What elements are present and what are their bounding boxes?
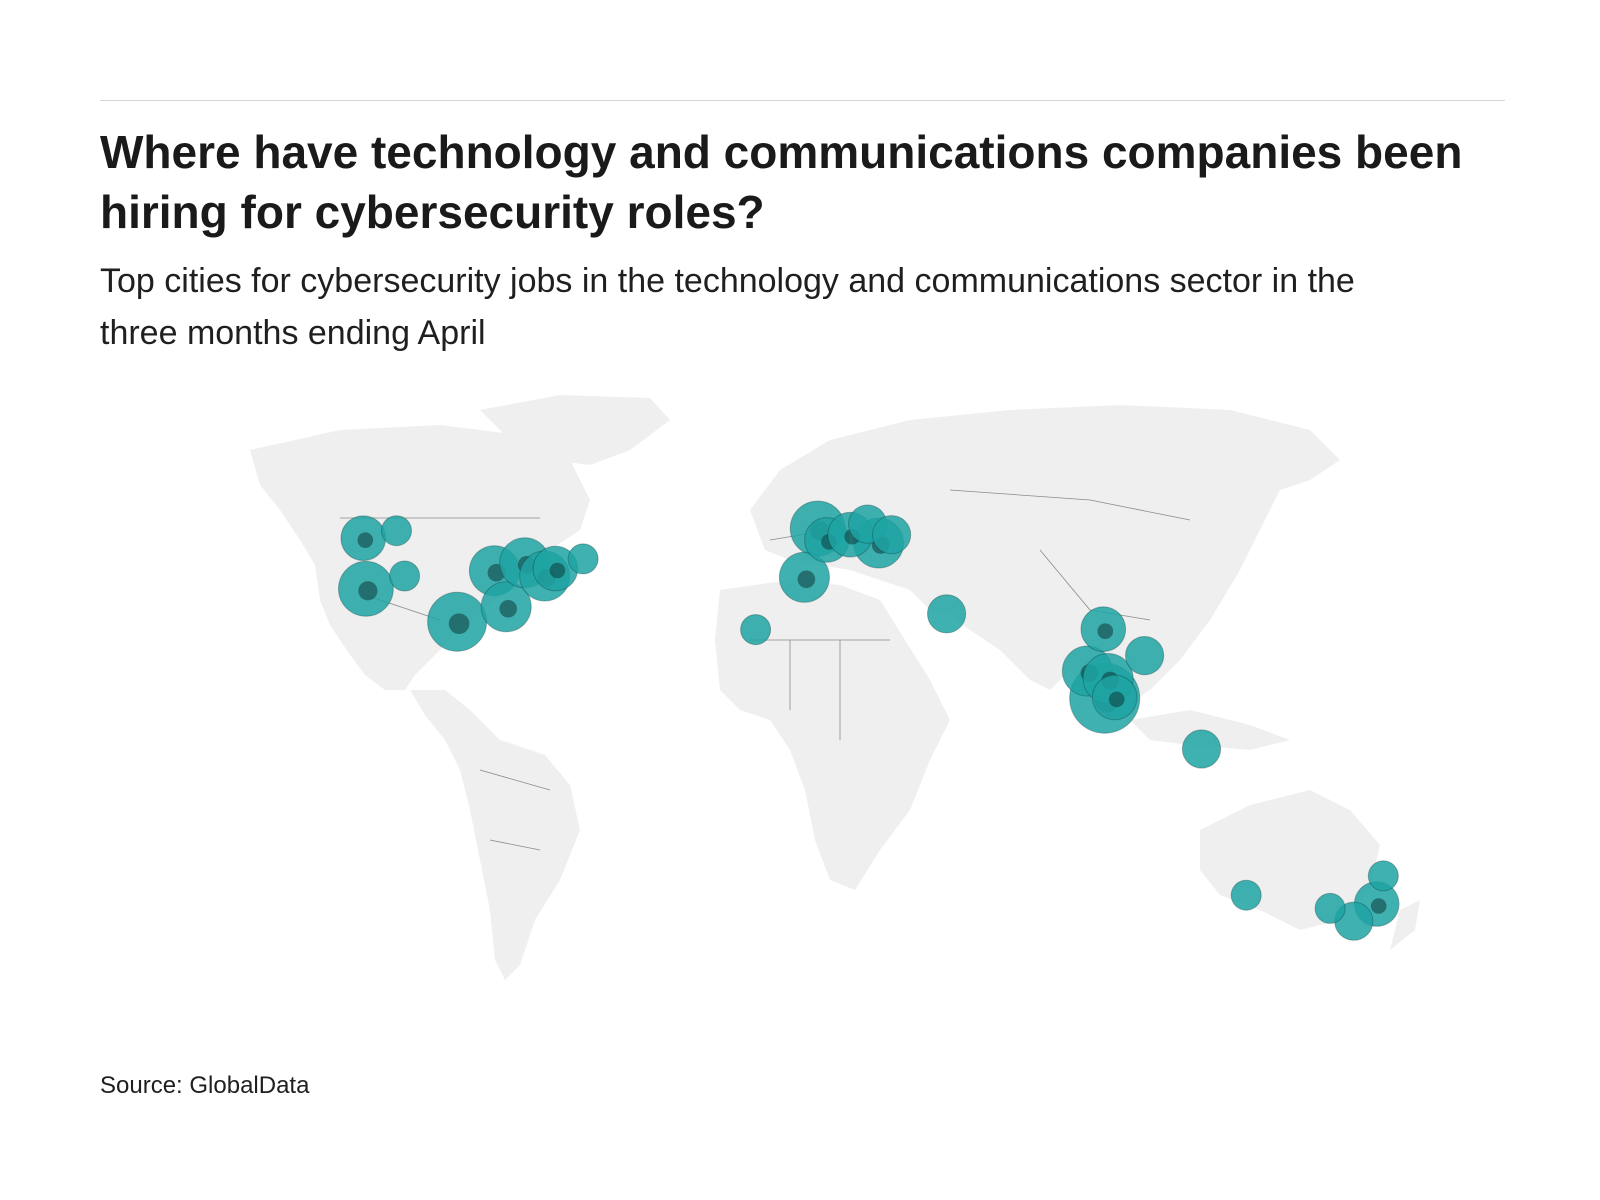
chart-title: Where have technology and communications… bbox=[100, 126, 1463, 238]
city-bubble bbox=[567, 543, 599, 575]
source-note: Source: GlobalData bbox=[100, 1072, 310, 1099]
world-map bbox=[250, 395, 1420, 980]
city-bubble-overlap bbox=[797, 570, 816, 589]
landmass-south-america bbox=[410, 690, 580, 980]
city-bubble bbox=[1125, 636, 1165, 676]
landmass-greenland bbox=[480, 395, 670, 465]
chart-subtitle: Top cities for cybersecurity jobs in the… bbox=[100, 262, 1355, 352]
landmass-indonesia bbox=[1130, 710, 1290, 750]
city-bubble bbox=[872, 515, 912, 555]
city-bubble bbox=[927, 594, 967, 634]
city-bubble bbox=[389, 560, 421, 592]
border-south-america-a bbox=[479, 769, 551, 851]
city-bubble-overlap bbox=[499, 600, 517, 618]
city-bubble-overlap bbox=[1370, 898, 1387, 914]
land-layer bbox=[250, 395, 1420, 980]
city-bubble bbox=[1230, 879, 1262, 911]
landmass-africa bbox=[715, 580, 950, 890]
landmass-new-zealand bbox=[1390, 900, 1420, 950]
city-bubble-overlap bbox=[1097, 623, 1114, 639]
bubble-layer bbox=[338, 500, 1400, 941]
border-asia-a bbox=[949, 489, 1191, 621]
city-bubble bbox=[1314, 892, 1346, 924]
city-bubble-overlap bbox=[357, 532, 374, 548]
city-bubble-overlap bbox=[358, 581, 378, 601]
landmass-eurasia bbox=[750, 405, 1340, 710]
city-bubble-overlap bbox=[1108, 691, 1125, 708]
city-bubble-overlap bbox=[448, 613, 470, 634]
city-bubble bbox=[1181, 729, 1222, 769]
city-bubble bbox=[740, 614, 772, 646]
top-divider bbox=[100, 100, 1505, 101]
landmass-north-america bbox=[250, 425, 590, 690]
border-africa-a bbox=[750, 639, 890, 740]
city-bubble-overlap bbox=[549, 562, 566, 579]
city-bubble bbox=[1367, 860, 1399, 892]
city-bubble bbox=[381, 515, 412, 547]
